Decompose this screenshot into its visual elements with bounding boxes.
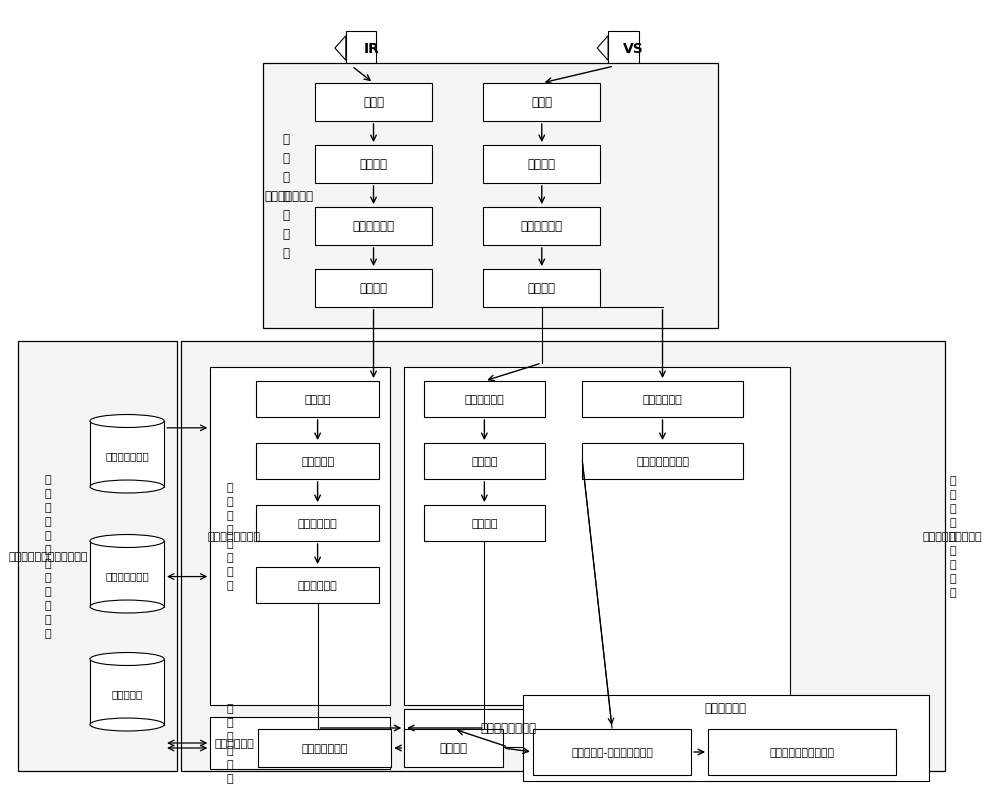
Text: 可见光检测跟踪模块: 可见光检测跟踪模块 [923, 532, 982, 541]
FancyBboxPatch shape [404, 368, 790, 705]
Text: 平滑滤波: 平滑滤波 [528, 158, 556, 171]
Text: 图像存储: 图像存储 [528, 282, 556, 296]
FancyBboxPatch shape [210, 368, 390, 705]
Text: 图像融合模块: 图像融合模块 [214, 738, 254, 748]
Text: 历史图像缓存库: 历史图像缓存库 [105, 570, 149, 581]
FancyBboxPatch shape [424, 443, 545, 479]
FancyBboxPatch shape [523, 695, 929, 781]
Text: 目标特征库更新: 目标特征库更新 [301, 743, 348, 753]
FancyBboxPatch shape [256, 505, 379, 541]
FancyBboxPatch shape [483, 270, 600, 308]
Text: 图像几何校正: 图像几何校正 [521, 220, 563, 233]
FancyBboxPatch shape [404, 729, 503, 767]
Text: 目标定位模块: 目标定位模块 [705, 702, 747, 715]
FancyBboxPatch shape [424, 505, 545, 541]
Text: 计算实时图-基准图映射关系: 计算实时图-基准图映射关系 [571, 747, 653, 757]
FancyBboxPatch shape [258, 729, 391, 767]
Text: 目标特征库: 目标特征库 [111, 688, 143, 698]
FancyBboxPatch shape [315, 146, 432, 184]
Text: 图
像
预
处
理
模
块: 图 像 预 处 理 模 块 [282, 132, 289, 259]
Bar [90, 541, 164, 607]
Text: 图
像
融
合
模
块: 图 像 融 合 模 块 [227, 703, 233, 783]
FancyBboxPatch shape [256, 381, 379, 418]
Bar [608, 31, 639, 67]
FancyBboxPatch shape [256, 567, 379, 603]
FancyBboxPatch shape [181, 341, 945, 771]
Text: IR: IR [364, 42, 379, 56]
FancyBboxPatch shape [483, 208, 600, 246]
Text: 图像预处理模块: 图像预处理模块 [265, 190, 314, 202]
FancyBboxPatch shape [315, 84, 432, 122]
Text: 降采样: 降采样 [531, 96, 552, 109]
Ellipse shape [90, 718, 164, 731]
Text: 图像存储: 图像存储 [360, 282, 388, 296]
FancyBboxPatch shape [263, 64, 718, 328]
Text: 区域群集跟踪: 区域群集跟踪 [643, 394, 682, 405]
Text: 疑似目标粗检: 疑似目标粗检 [298, 519, 337, 528]
Text: 红
外
检
测
跟
踪
模
块: 红 外 检 测 跟 踪 模 块 [227, 483, 233, 590]
Ellipse shape [90, 535, 164, 548]
FancyBboxPatch shape [533, 729, 691, 775]
Bar [90, 422, 164, 487]
Polygon shape [597, 37, 608, 61]
FancyBboxPatch shape [210, 717, 390, 769]
Text: 融合判决: 融合判决 [440, 742, 468, 755]
FancyBboxPatch shape [582, 381, 743, 418]
Text: 降采样: 降采样 [363, 96, 384, 109]
FancyBboxPatch shape [424, 381, 545, 418]
Ellipse shape [90, 653, 164, 666]
Text: 连通域标记: 连通域标记 [301, 456, 334, 467]
Text: 反演目标地理位置信息: 反演目标地理位置信息 [770, 747, 835, 757]
Text: 三帧差分: 三帧差分 [471, 456, 498, 467]
FancyBboxPatch shape [256, 443, 379, 479]
Text: 目标先验模型库: 目标先验模型库 [105, 450, 149, 460]
Text: 图像分割: 图像分割 [304, 394, 331, 405]
Text: 目标运动参数估计: 目标运动参数估计 [636, 456, 689, 467]
Bar [90, 659, 164, 724]
Text: 帧间轨迹关联: 帧间轨迹关联 [298, 581, 337, 590]
Ellipse shape [90, 415, 164, 428]
Text: VS: VS [623, 42, 644, 56]
Ellipse shape [90, 601, 164, 613]
Polygon shape [335, 37, 346, 61]
Ellipse shape [90, 480, 164, 493]
Text: 可
见
光
检
测
跟
踪
模
块: 可 见 光 检 测 跟 踪 模 块 [949, 475, 956, 597]
Text: 目标证实: 目标证实 [471, 519, 498, 528]
FancyBboxPatch shape [315, 270, 432, 308]
FancyBboxPatch shape [315, 208, 432, 246]
Text: 目标模型及图像缓存库模块: 目标模型及图像缓存库模块 [8, 552, 88, 561]
Text: 目
标
模
型
及
图
像
缓
存
库
模
块: 目 标 模 型 及 图 像 缓 存 库 模 块 [45, 475, 51, 638]
Bar [346, 31, 376, 67]
Text: 帧间运动补偿: 帧间运动补偿 [464, 394, 504, 405]
Text: 双向目标特征提取: 双向目标特征提取 [480, 722, 536, 735]
FancyBboxPatch shape [483, 84, 600, 122]
FancyBboxPatch shape [18, 341, 177, 771]
Text: 图像几何校正: 图像几何校正 [353, 220, 395, 233]
Text: 红外检测跟踪模块: 红外检测跟踪模块 [207, 532, 260, 541]
FancyBboxPatch shape [708, 729, 896, 775]
FancyBboxPatch shape [582, 443, 743, 479]
FancyBboxPatch shape [483, 146, 600, 184]
Text: 平滑滤波: 平滑滤波 [360, 158, 388, 171]
FancyBboxPatch shape [404, 709, 612, 747]
